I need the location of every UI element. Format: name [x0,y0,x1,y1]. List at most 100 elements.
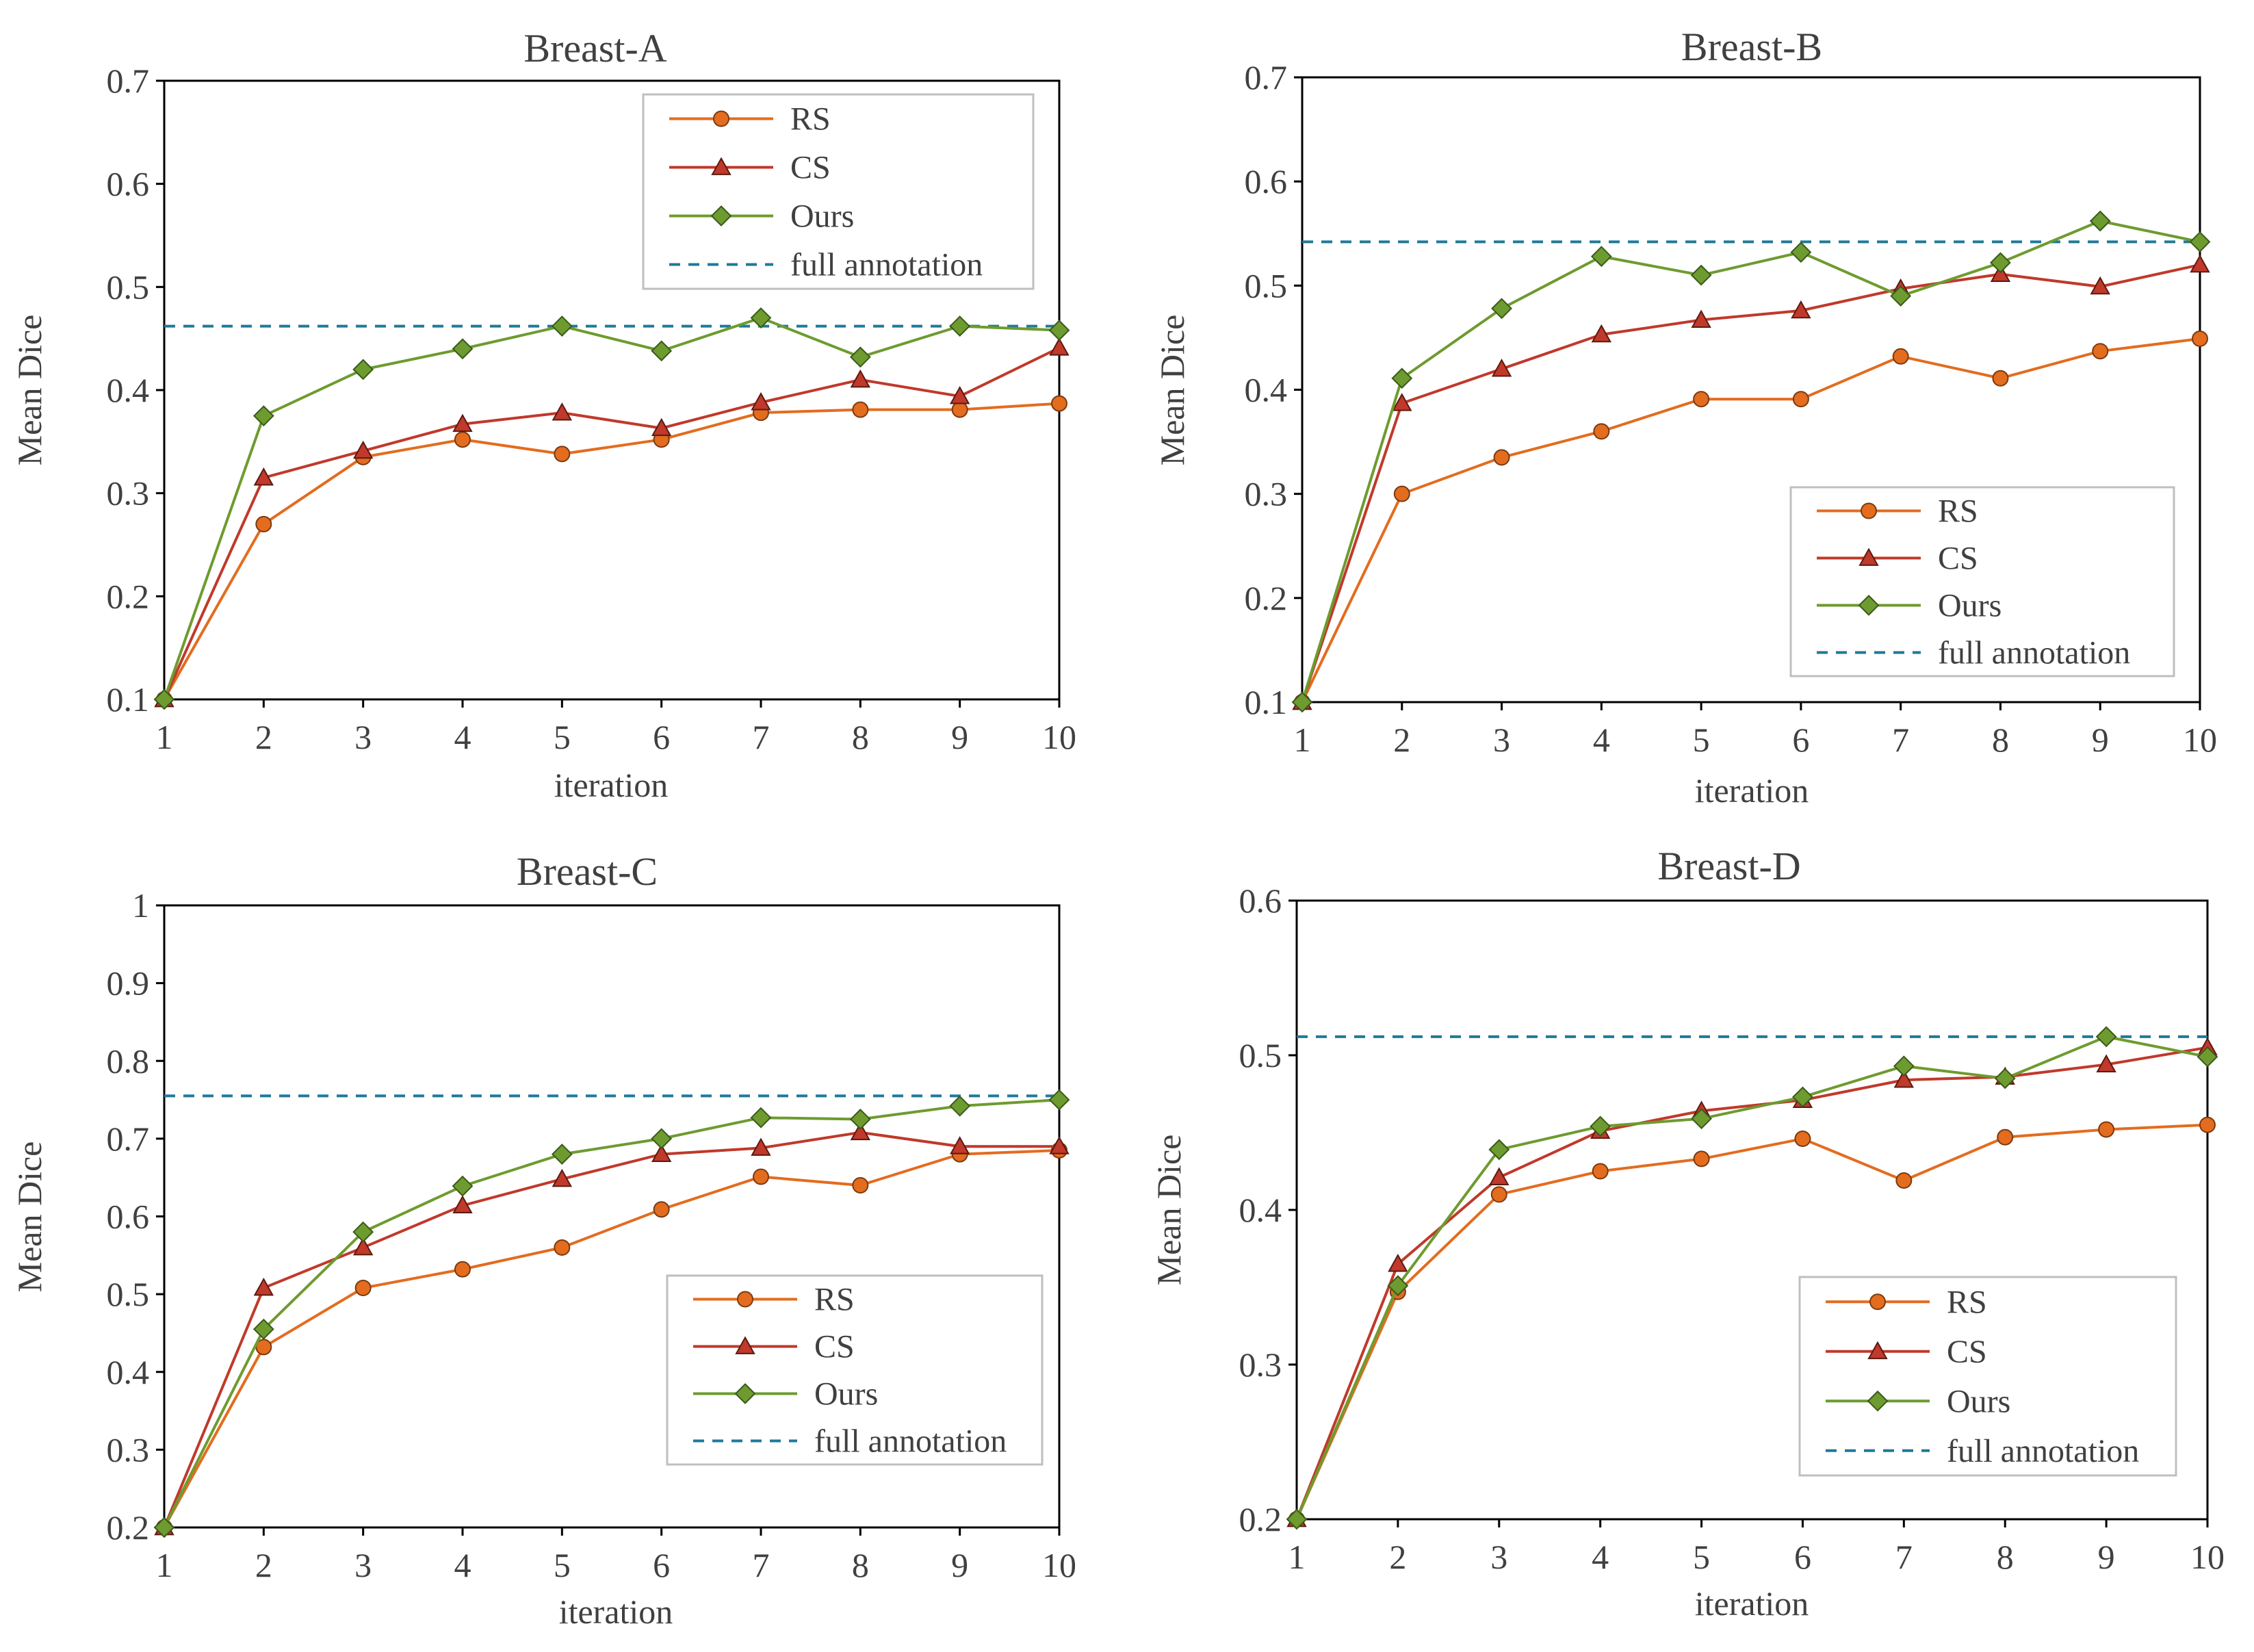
legend-marker-ours [734,1383,756,1404]
y-tick-label: 0.4 [107,1353,150,1391]
x-tick-label: 8 [1997,1538,2014,1576]
cs-point [751,392,771,411]
y-axis-label: Mean Dice [10,1141,49,1293]
ours-point [1792,1086,1813,1108]
ours-point [252,405,274,427]
ours-point [352,1221,374,1243]
legend-marker-ours [1867,1390,1889,1412]
rs-point [554,446,571,463]
x-tick-label: 8 [852,1546,869,1584]
y-tick-label: 0.6 [1245,162,1288,201]
x-tick-label: 2 [1393,721,1410,759]
cs-point [452,413,473,433]
series-line-cs [1295,1046,2208,1520]
y-tick-label: 0.7 [107,62,150,100]
y-tick-label: 0.1 [1245,683,1288,721]
series-line-rs [1295,1123,2208,1520]
legend-label: CS [790,150,831,186]
y-tick-label: 0.5 [107,268,150,306]
legend-marker-cs [1858,547,1879,566]
rs-point [2092,343,2109,360]
chart-title: Breast-C [517,849,658,894]
y-tick-label: 0.4 [1239,1191,1282,1229]
cs-point [949,1136,970,1154]
y-tick-label: 0.5 [107,1275,150,1313]
rs-point [653,1201,670,1218]
rs-point [1892,348,1909,365]
y-tick-label: 0.3 [1245,475,1288,513]
x-tick-label: 6 [653,718,670,756]
x-tick-label: 4 [1593,721,1610,759]
ours-point [153,688,175,710]
series-line-rs [163,1148,1060,1528]
legend-marker-rs [737,1291,753,1308]
cs-point [2090,276,2110,295]
legend-marker-rs [713,110,729,127]
y-tick-label: 0.3 [107,1430,150,1469]
rs-point [951,401,968,418]
x-axis-label: iteration [1695,771,1809,810]
ours-point [651,340,673,362]
legend-label: full annotation [790,247,983,283]
rs-point [1992,370,2009,387]
ours-point [452,338,474,360]
series-line-ours [163,316,1060,700]
rs-point [2098,1121,2115,1138]
rs-point [554,1239,571,1256]
legend: RS CS Ours full annotation [666,1274,1044,1466]
rs-point [1997,1128,2014,1146]
legend-marker-cs [711,157,731,175]
chart-title: Breast-D [1657,844,1800,888]
x-tick-label: 9 [2092,721,2109,759]
y-tick-label: 1 [132,886,149,925]
cs-point [1893,1070,1915,1088]
x-tick-label: 3 [354,1546,372,1584]
x-tick-label: 10 [1042,1546,1076,1584]
y-tick-label: 0.4 [1245,371,1288,409]
ours-point [352,359,374,380]
rs-point [1593,423,1610,440]
y-tick-label: 0.2 [107,1508,150,1547]
legend-marker-ours [1858,595,1880,616]
x-tick-label: 6 [653,1546,670,1584]
ours-point [551,315,573,337]
x-tick-label: 5 [554,718,571,756]
x-tick-label: 8 [1992,721,2009,759]
x-tick-label: 5 [554,1546,571,1584]
rs-point [2199,1116,2216,1133]
cs-point [651,417,672,437]
x-tick-label: 3 [354,718,372,756]
legend-label: CS [814,1329,855,1365]
rs-point [1490,1186,1507,1203]
legend: RS CS Ours full annotation [1798,1276,2177,1477]
ours-point [1048,1089,1070,1111]
rs-point [1794,1131,1811,1148]
rs-point [2192,330,2208,347]
rs-point [454,1261,471,1278]
ours-point [849,346,871,368]
ours-point [1590,1115,1611,1137]
x-tick-label: 6 [1792,721,1809,759]
rs-point [255,515,272,532]
rs-point [454,431,471,448]
ours-point [2189,231,2211,253]
x-tick-label: 1 [1294,721,1311,759]
y-tick-label: 0.4 [107,371,150,409]
y-tick-label: 0.5 [1239,1036,1282,1074]
x-tick-label: 3 [1490,1538,1507,1576]
legend-label: CS [1938,541,1978,577]
legend-label: Ours [1938,588,2002,624]
ours-point [1291,691,1313,713]
cs-point [1491,359,1512,377]
ours-point [750,307,772,328]
ours-point [1994,1068,2016,1089]
rs-point [852,1177,869,1194]
legend: RS CS Ours full annotation [1789,486,2175,677]
cs-point [2190,254,2210,273]
ours-point [1286,1508,1308,1530]
cs-point [552,1168,573,1187]
legend-label: RS [1938,493,1978,530]
series-line-cs [163,1131,1059,1528]
y-tick-label: 0.5 [1245,266,1288,305]
ours-point [651,1128,673,1150]
